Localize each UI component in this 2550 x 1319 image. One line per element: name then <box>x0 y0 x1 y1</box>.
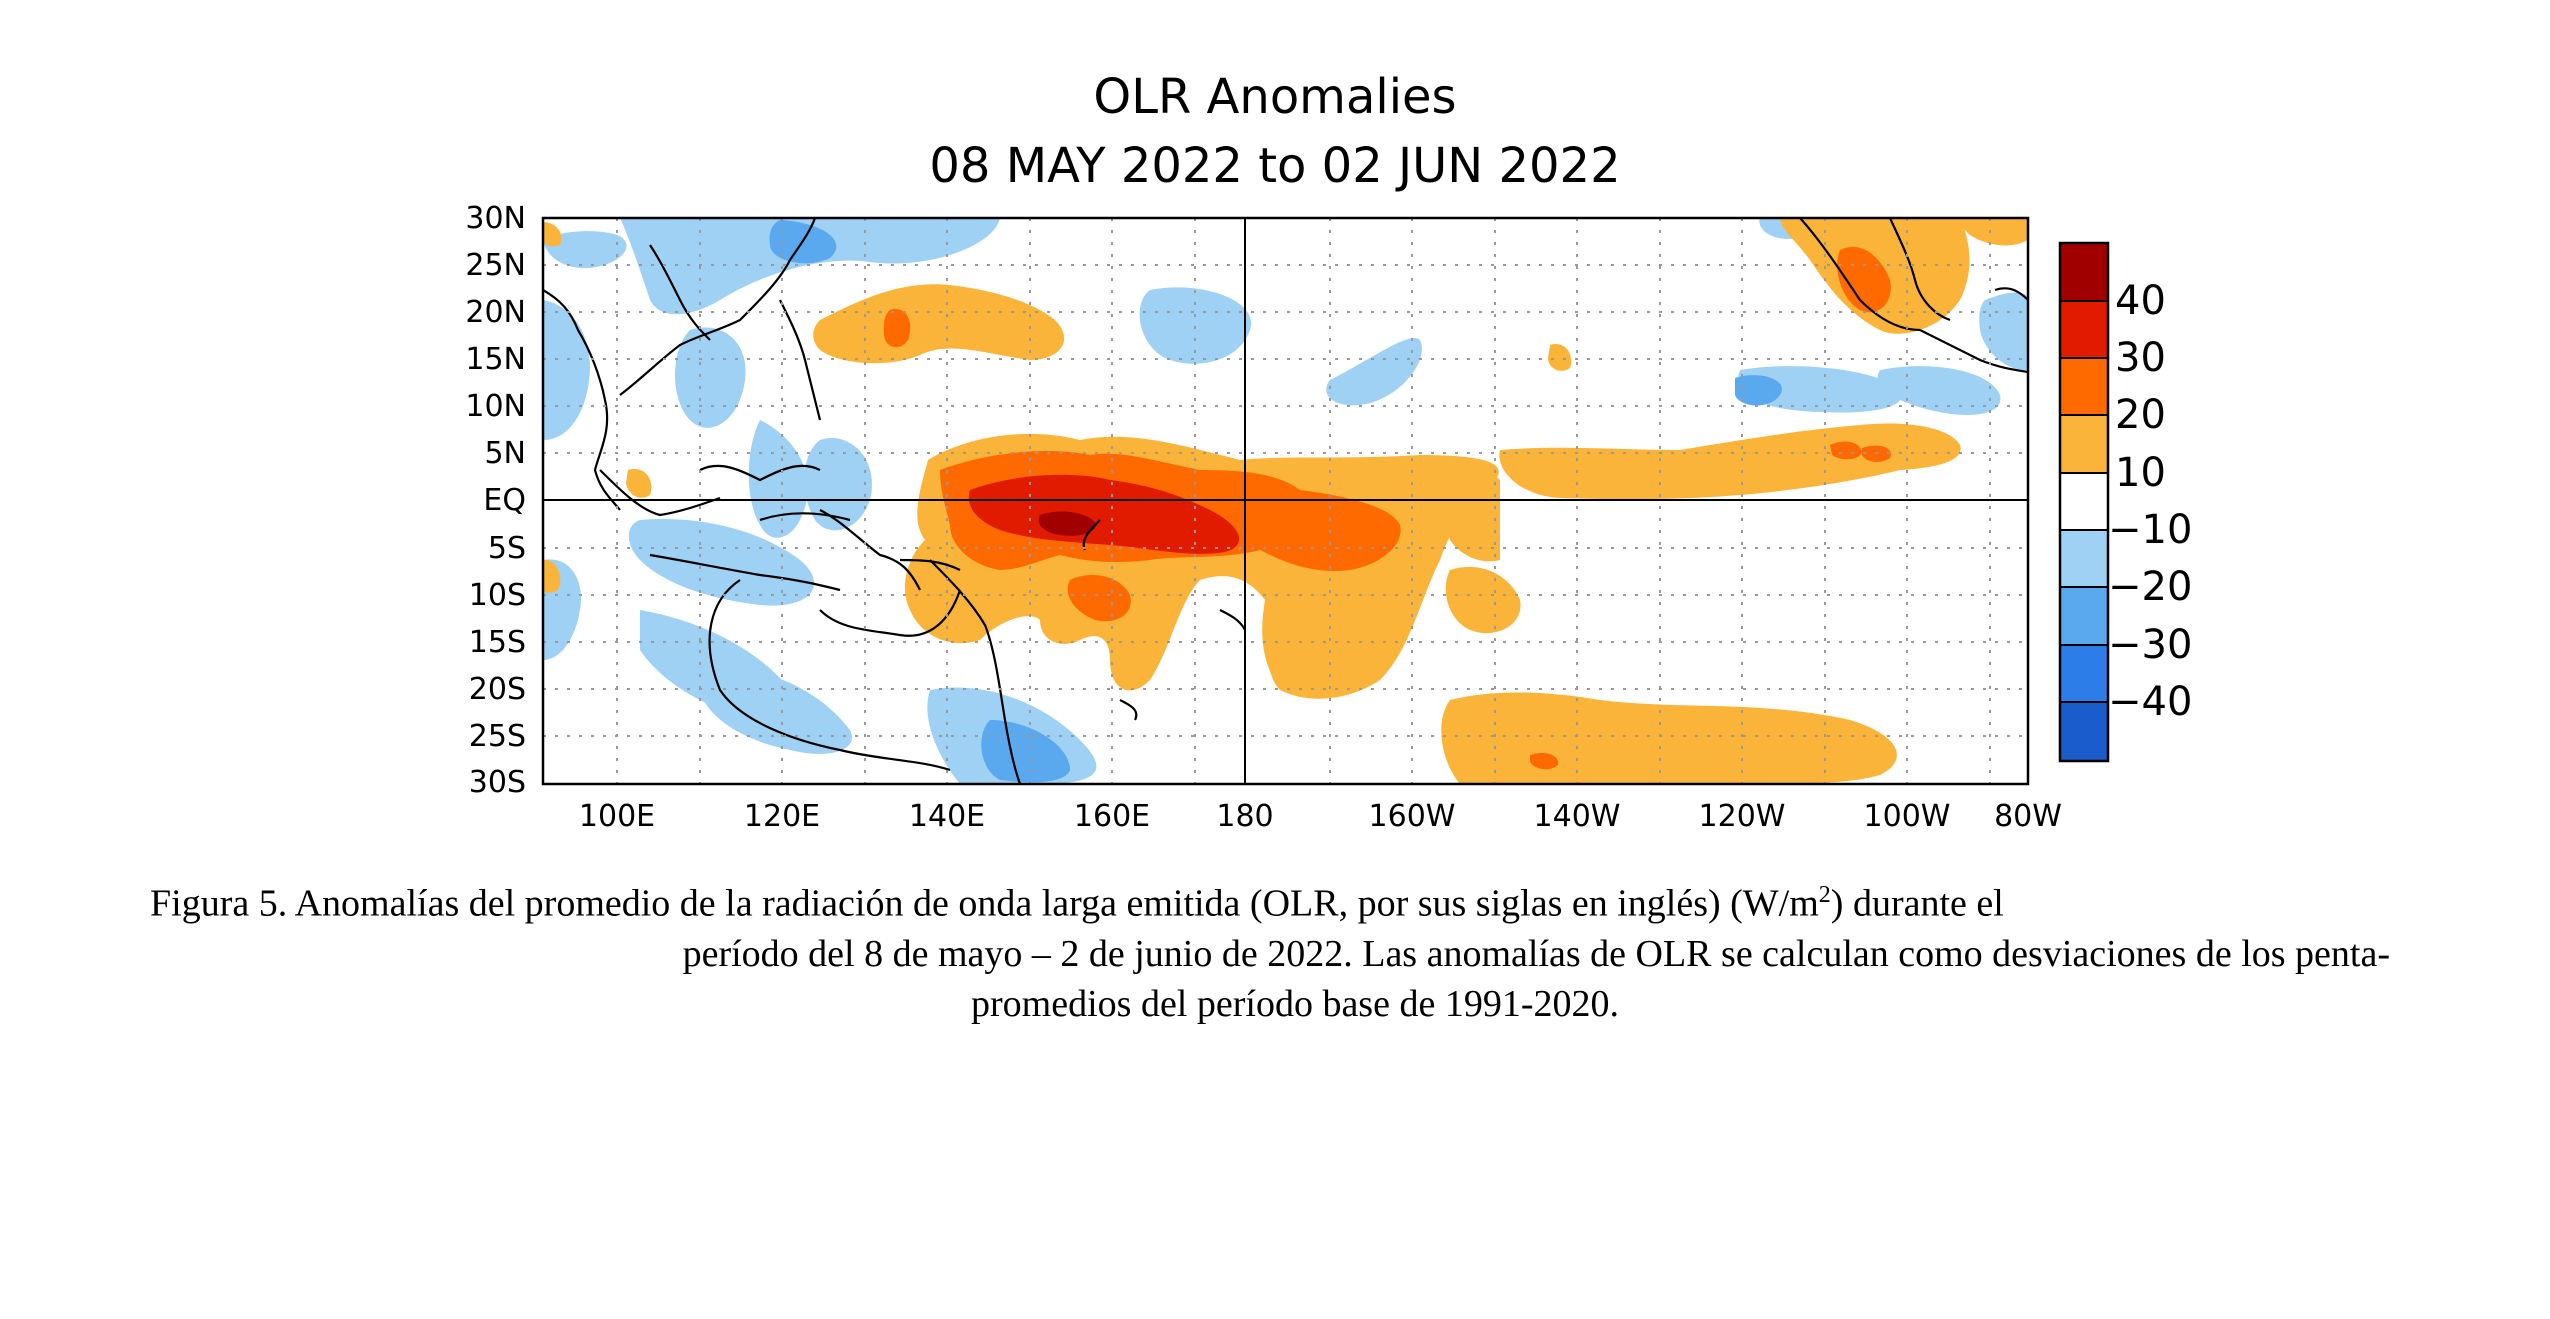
lat-tick: 15N <box>465 342 526 377</box>
colorbar-label: −40 <box>2108 679 2192 725</box>
map-frame <box>541 216 2030 786</box>
colorbar-label: −10 <box>2108 507 2192 553</box>
figure-caption: Figura 5. Anomalías del promedio de la r… <box>150 870 2440 1029</box>
lon-tick: 100W <box>1864 799 1951 834</box>
lat-tick: 10N <box>465 389 526 424</box>
lat-tick: 5N <box>484 436 526 471</box>
colorbar-label: 10 <box>2115 450 2166 496</box>
colorbar-swatch <box>2060 702 2108 761</box>
colorbar-label: 40 <box>2115 278 2166 324</box>
lon-tick: 160E <box>1074 799 1150 834</box>
lat-tick: 25S <box>469 719 526 754</box>
colorbar-swatch <box>2060 645 2108 702</box>
lat-tick: 20S <box>469 672 526 707</box>
lat-axis: 30N 25N 20N 15N 10N 5N EQ 5S 10S 15S 20S… <box>465 201 526 800</box>
lon-axis: 100E 120E 140E 160E 180 160W 140W 120W 1… <box>579 799 2062 834</box>
coastlines <box>543 218 2028 784</box>
lat-tick: 10S <box>469 578 526 613</box>
lon-tick: 140W <box>1534 799 1621 834</box>
colorbar-swatch <box>2060 473 2108 530</box>
lon-tick: 180 <box>1216 799 1273 834</box>
caption-text: ) durante el <box>1830 882 2004 925</box>
lon-tick: 100E <box>579 799 655 834</box>
lat-tick: EQ <box>483 483 526 518</box>
map-title: OLR Anomalies <box>1093 69 1456 125</box>
graticule <box>543 218 2028 784</box>
lat-tick: 5S <box>488 531 526 566</box>
lat-tick: 15S <box>469 625 526 660</box>
colorbar-swatch <box>2060 530 2108 587</box>
caption-line-2: período del 8 de mayo – 2 de junio de 20… <box>682 932 2390 975</box>
lon-tick: 140E <box>909 799 985 834</box>
caption-superscript: 2 <box>1818 882 1831 908</box>
colorbar-label: −20 <box>2108 564 2192 610</box>
colorbar-label: 30 <box>2115 335 2166 381</box>
lat-tick: 25N <box>465 248 526 283</box>
colorbar-swatch <box>2060 301 2108 358</box>
colorbar-label: 20 <box>2115 392 2166 438</box>
lat-tick: 30S <box>469 765 526 800</box>
colorbar-swatch <box>2060 587 2108 645</box>
lon-tick: 160W <box>1369 799 1456 834</box>
lat-tick: 30N <box>465 201 526 236</box>
colorbar-swatch <box>2060 358 2108 415</box>
colorbar-swatch <box>2060 243 2108 301</box>
lat-tick: 20N <box>465 295 526 330</box>
map-date-range: 08 MAY 2022 to 02 JUN 2022 <box>929 138 1620 194</box>
olr-anomaly-figure: OLR Anomalies 08 MAY 2022 to 02 JUN 2022 <box>465 69 2192 834</box>
caption-line-3: promedios del período base de 1991-2020. <box>971 982 1619 1025</box>
colorbar-label: −30 <box>2108 622 2192 668</box>
lon-tick: 80W <box>1994 799 2062 834</box>
colorbar-swatch <box>2060 415 2108 473</box>
lon-tick: 120W <box>1699 799 1786 834</box>
lon-tick: 120E <box>744 799 820 834</box>
negative-anomalies <box>543 218 2028 784</box>
caption-text: Figura 5. Anomalías del promedio de la r… <box>150 882 1819 925</box>
colorbar: 40 30 20 10 −10 −20 −30 −40 <box>2058 241 2192 763</box>
positive-anomalies <box>543 218 2028 784</box>
caption-line-1: Figura 5. Anomalías del promedio de la r… <box>150 870 2440 929</box>
anomaly-field <box>543 218 2028 784</box>
